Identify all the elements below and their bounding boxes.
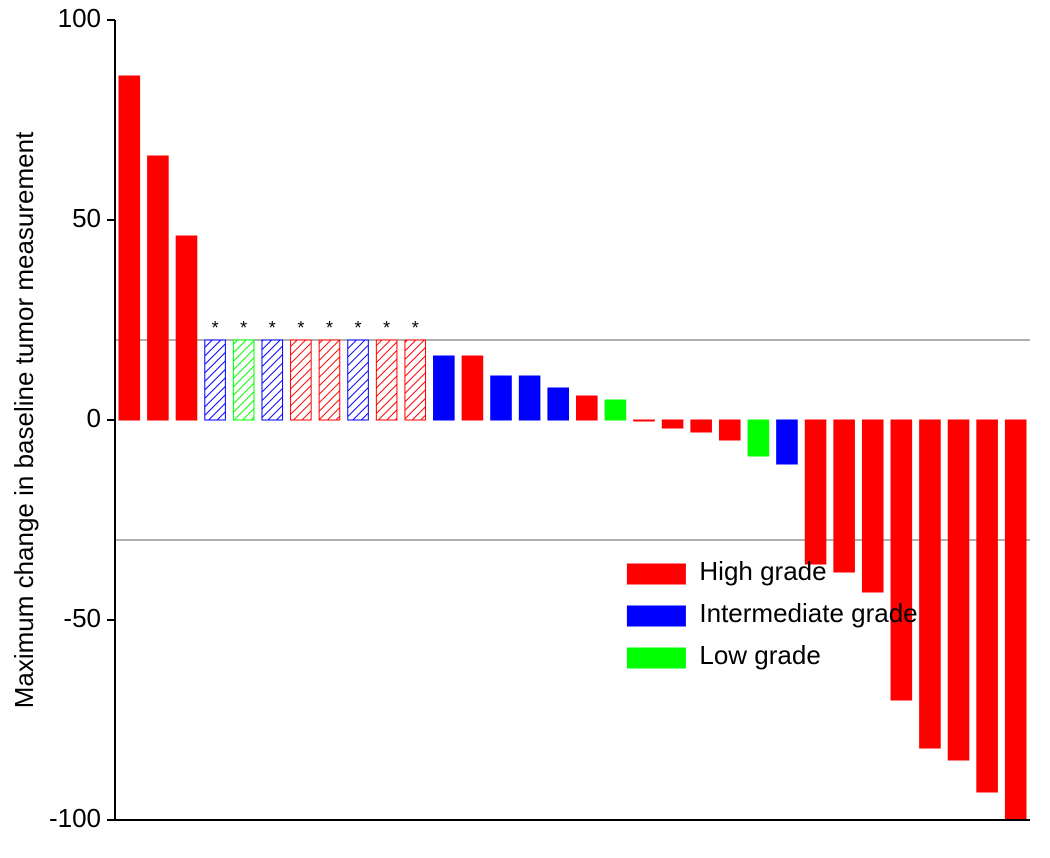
bar <box>834 420 855 572</box>
star-marker: * <box>269 318 276 338</box>
chart-svg: * * * * * * * * -100 -50 0 50 100 Maximum change in b… <box>0 0 1050 858</box>
bar <box>805 420 826 564</box>
legend-swatch <box>627 606 685 626</box>
bar <box>891 420 912 700</box>
bar <box>319 340 340 420</box>
bar <box>119 76 140 420</box>
bar <box>262 340 283 420</box>
bar <box>948 420 969 760</box>
bar <box>1005 420 1026 820</box>
bar <box>777 420 798 464</box>
bar <box>205 340 226 420</box>
legend-label: Low grade <box>699 640 820 670</box>
star-marker: * <box>355 318 362 338</box>
bar <box>577 396 598 420</box>
star-marker: * <box>412 318 419 338</box>
bar <box>291 340 312 420</box>
bar <box>176 236 197 420</box>
bar <box>548 388 569 420</box>
legend-label: Intermediate grade <box>699 598 917 628</box>
y-tick-label: 100 <box>58 3 101 33</box>
bar <box>977 420 998 792</box>
bar <box>491 376 512 420</box>
bar <box>662 420 683 428</box>
star-marker: * <box>383 318 390 338</box>
y-tick-label: 0 <box>87 403 101 433</box>
bar <box>376 340 397 420</box>
star-marker: * <box>240 318 247 338</box>
bar <box>691 420 712 432</box>
star-marker: * <box>212 318 219 338</box>
y-tick-label: -100 <box>49 803 101 833</box>
bar <box>605 400 626 420</box>
star-marker: * <box>326 318 333 338</box>
bar <box>862 420 883 592</box>
bar <box>233 340 254 420</box>
legend-label: High grade <box>699 556 826 586</box>
bar <box>920 420 941 748</box>
bar <box>719 420 740 440</box>
y-tick-label: -50 <box>63 603 101 633</box>
waterfall-chart: * * * * * * * * -100 -50 0 50 100 Maximum change in b… <box>0 0 1050 858</box>
bar <box>462 356 483 420</box>
bar <box>405 340 426 420</box>
bar <box>148 156 169 420</box>
star-marker: * <box>297 318 304 338</box>
y-tick-label: 50 <box>72 203 101 233</box>
legend-swatch <box>627 648 685 668</box>
bar <box>748 420 769 456</box>
bar <box>634 420 655 421</box>
bar <box>434 356 455 420</box>
bar <box>519 376 540 420</box>
bar <box>348 340 369 420</box>
legend-swatch <box>627 564 685 584</box>
y-axis-label: Maximum change in baseline tumor measure… <box>9 131 39 708</box>
